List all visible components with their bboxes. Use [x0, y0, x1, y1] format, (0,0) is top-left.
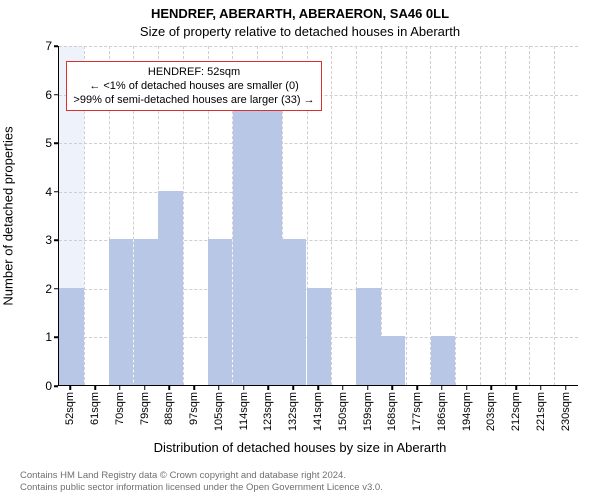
x-tick-label: 52sqm — [64, 392, 76, 425]
y-tick-label: 6 — [22, 88, 52, 102]
y-tick-label: 2 — [22, 282, 52, 296]
callout-line-1: HENDREF: 52sqm — [73, 65, 314, 79]
x-tick-label: 230sqm — [560, 392, 572, 431]
x-tick-mark — [70, 386, 72, 390]
bar — [109, 239, 133, 385]
bar — [59, 288, 83, 385]
x-tick-label: 203sqm — [485, 392, 497, 431]
grid-line-h — [59, 143, 578, 144]
x-tick-label: 141sqm — [312, 392, 324, 431]
x-tick-mark — [119, 386, 121, 390]
x-tick-label: 132sqm — [287, 392, 299, 431]
x-tick-mark — [565, 386, 567, 390]
x-tick-label: 150sqm — [337, 392, 349, 431]
grid-line-h — [59, 46, 578, 47]
x-tick-label: 61sqm — [89, 392, 101, 425]
grid-line-v — [554, 46, 555, 385]
y-tick-label: 3 — [22, 233, 52, 247]
x-tick-mark — [268, 386, 270, 390]
grid-line-v — [430, 46, 431, 385]
credits-line-2: Contains public sector information licen… — [20, 482, 383, 494]
y-tick-label: 7 — [22, 39, 52, 53]
grid-line-v — [381, 46, 382, 385]
x-tick-label: 168sqm — [386, 392, 398, 431]
grid-line-v — [455, 46, 456, 385]
chart-container: HENDREF, ABERARTH, ABERAERON, SA46 0LL S… — [0, 0, 600, 500]
x-tick-mark — [515, 386, 517, 390]
x-tick-mark — [441, 386, 443, 390]
x-tick-mark — [367, 386, 369, 390]
grid-line-h — [59, 192, 578, 193]
x-tick-label: 79sqm — [139, 392, 151, 425]
y-axis-label: Number of detached properties — [1, 126, 16, 305]
x-tick-label: 70sqm — [114, 392, 126, 425]
y-tick-label: 5 — [22, 136, 52, 150]
x-tick-label: 221sqm — [535, 392, 547, 431]
bar — [134, 239, 158, 385]
chart-title-main: HENDREF, ABERARTH, ABERAERON, SA46 0LL — [0, 6, 600, 21]
bar — [233, 94, 257, 385]
x-tick-mark — [94, 386, 96, 390]
grid-line-v — [480, 46, 481, 385]
x-tick-mark — [243, 386, 245, 390]
y-tick-label: 0 — [22, 379, 52, 393]
bar — [307, 288, 331, 385]
x-tick-label: 114sqm — [238, 392, 250, 430]
x-tick-mark — [392, 386, 394, 390]
grid-line-v — [406, 46, 407, 385]
chart-title-sub: Size of property relative to detached ho… — [0, 24, 600, 39]
credits-line-1: Contains HM Land Registry data © Crown c… — [20, 470, 383, 482]
credits-block: Contains HM Land Registry data © Crown c… — [20, 470, 383, 494]
grid-line-v — [529, 46, 530, 385]
grid-line-v — [331, 46, 332, 385]
x-tick-mark — [466, 386, 468, 390]
x-tick-mark — [317, 386, 319, 390]
x-tick-label: 194sqm — [461, 392, 473, 431]
bar — [282, 239, 306, 385]
bar — [257, 94, 281, 385]
y-tick-label: 4 — [22, 185, 52, 199]
bar — [381, 336, 405, 385]
bar — [208, 239, 232, 385]
x-tick-label: 97sqm — [188, 392, 200, 425]
x-tick-label: 177sqm — [411, 392, 423, 431]
x-tick-mark — [218, 386, 220, 390]
bar — [158, 191, 182, 385]
x-tick-label: 212sqm — [510, 392, 522, 431]
x-tick-mark — [342, 386, 344, 390]
plot-area: HENDREF: 52sqm ← <1% of detached houses … — [58, 46, 578, 386]
x-tick-mark — [491, 386, 493, 390]
grid-line-v — [505, 46, 506, 385]
x-tick-label: 88sqm — [163, 392, 175, 425]
x-tick-mark — [193, 386, 195, 390]
callout-line-3: >99% of semi-detached houses are larger … — [73, 93, 314, 107]
x-tick-mark — [144, 386, 146, 390]
x-tick-mark — [540, 386, 542, 390]
x-tick-label: 159sqm — [362, 392, 374, 431]
callout-line-2: ← <1% of detached houses are smaller (0) — [73, 79, 314, 93]
x-tick-mark — [416, 386, 418, 390]
callout-box: HENDREF: 52sqm ← <1% of detached houses … — [66, 61, 321, 112]
x-tick-label: 186sqm — [436, 392, 448, 431]
x-tick-mark — [292, 386, 294, 390]
bar — [431, 336, 455, 385]
x-axis-label: Distribution of detached houses by size … — [0, 440, 600, 455]
x-tick-mark — [169, 386, 171, 390]
bar — [356, 288, 380, 385]
x-tick-label: 105sqm — [213, 392, 225, 431]
x-tick-label: 123sqm — [262, 392, 274, 431]
y-tick-label: 1 — [22, 330, 52, 344]
